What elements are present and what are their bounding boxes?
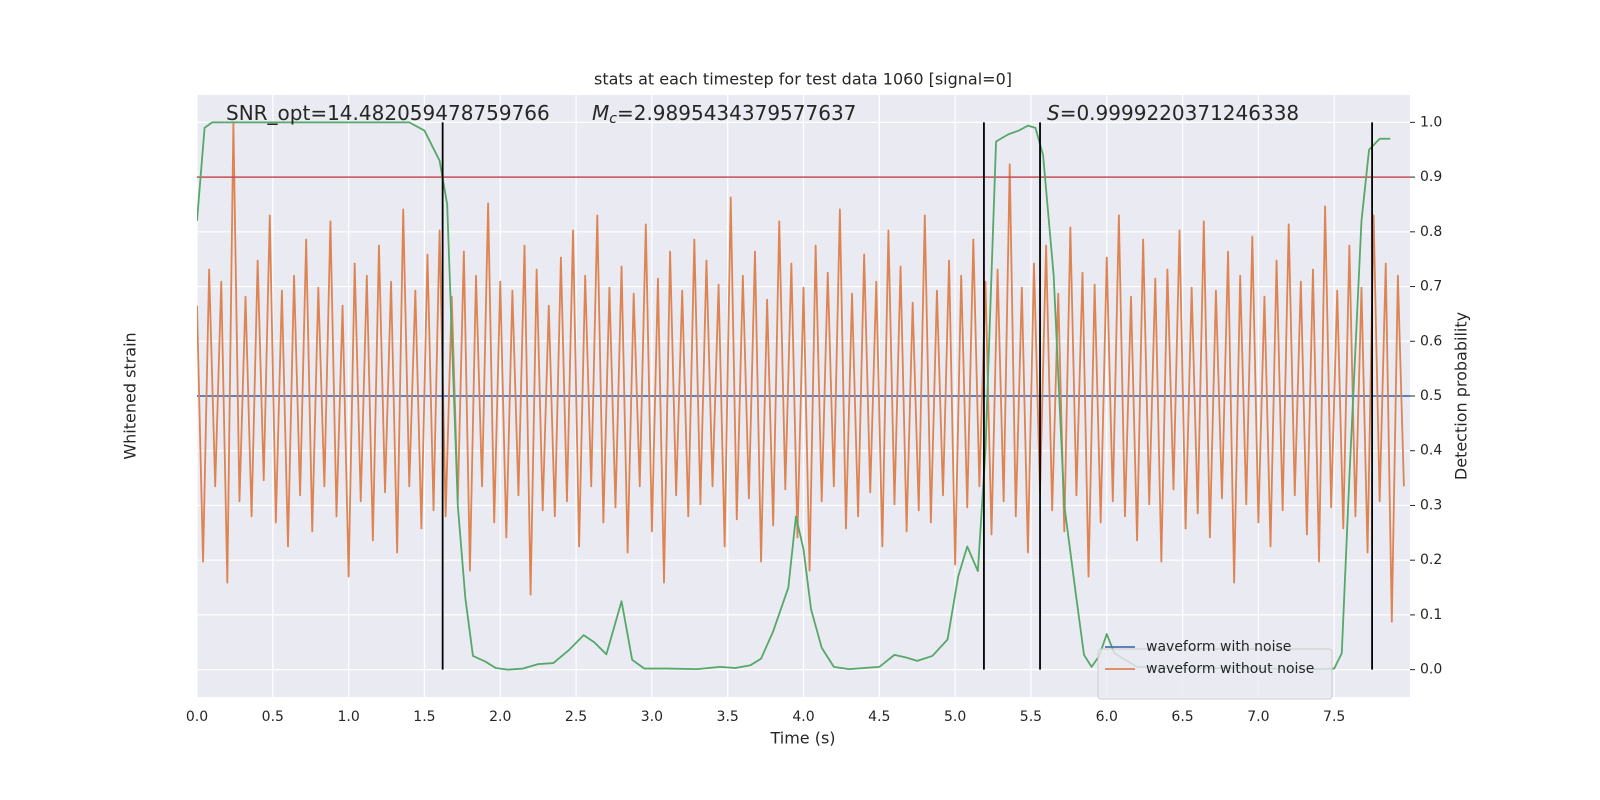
series-line	[197, 121, 1405, 623]
x-tick-label: 3.5	[717, 709, 739, 725]
annotation: SNR_opt=14.482059478759766	[226, 101, 550, 125]
legend-label: waveform without noise	[1146, 661, 1314, 677]
annotation-text: SNR_opt=14.482059478759766	[226, 101, 550, 125]
x-tick-label: 5.5	[1020, 709, 1042, 725]
y2-tick-label: 1.0	[1420, 114, 1442, 130]
x-tick-label: 2.5	[565, 709, 587, 725]
series-line	[197, 121, 1391, 671]
annotation-subscript: c	[609, 111, 617, 127]
x-tick-label: 4.5	[868, 709, 890, 725]
x-tick-label: 6.5	[1171, 709, 1193, 725]
x-tick-label: 7.5	[1323, 709, 1345, 725]
x-tick-label: 2.0	[489, 709, 511, 725]
y2-axis-label: Detection probability	[1452, 312, 1471, 480]
y2-tick-label: 0.0	[1420, 662, 1442, 678]
x-tick-label: 1.0	[337, 709, 359, 725]
x-tick-label: 4.0	[792, 709, 814, 725]
x-tick-label: 0.0	[186, 709, 208, 725]
x-tick-label: 7.0	[1247, 709, 1269, 725]
x-tick-label: 1.5	[413, 709, 435, 725]
y-axis-label: Whitened strain	[121, 332, 140, 459]
y2-tick-label: 0.2	[1420, 552, 1442, 568]
y2-tick-label: 0.6	[1420, 333, 1442, 349]
annotation-text: =0.9999220371246338	[1060, 101, 1299, 125]
y2-tick-label: 0.4	[1420, 443, 1442, 459]
chart-title: stats at each timestep for test data 106…	[594, 70, 1012, 89]
x-axis-label: Time (s)	[769, 729, 835, 748]
y2-tick-label: 0.1	[1420, 607, 1442, 623]
x-tick-label: 5.0	[944, 709, 966, 725]
annotation: S=0.9999220371246338	[1047, 101, 1299, 125]
y2-tick-label: 0.7	[1420, 279, 1442, 295]
annotation-text: =2.9895434379577637	[617, 101, 856, 125]
x-tick-label: 3.0	[641, 709, 663, 725]
annotation-symbol: S	[1047, 101, 1060, 125]
x-tick-label: 6.0	[1096, 709, 1118, 725]
plot-area	[196, 95, 1415, 697]
y2-tick-label: 0.9	[1420, 169, 1442, 185]
y2-tick-label: 0.3	[1420, 497, 1442, 513]
legend-label: waveform with noise	[1146, 639, 1291, 655]
annotation: Mc=2.9895434379577637	[592, 101, 856, 128]
annotation-symbol: M	[592, 101, 609, 125]
y2-tick-label: 0.5	[1420, 388, 1442, 404]
legend-box	[1097, 648, 1333, 700]
legend: waveform with noise waveform without nois…	[1097, 639, 1333, 700]
y2-tick-label: 0.8	[1420, 224, 1442, 240]
x-tick-label: 0.5	[262, 709, 284, 725]
